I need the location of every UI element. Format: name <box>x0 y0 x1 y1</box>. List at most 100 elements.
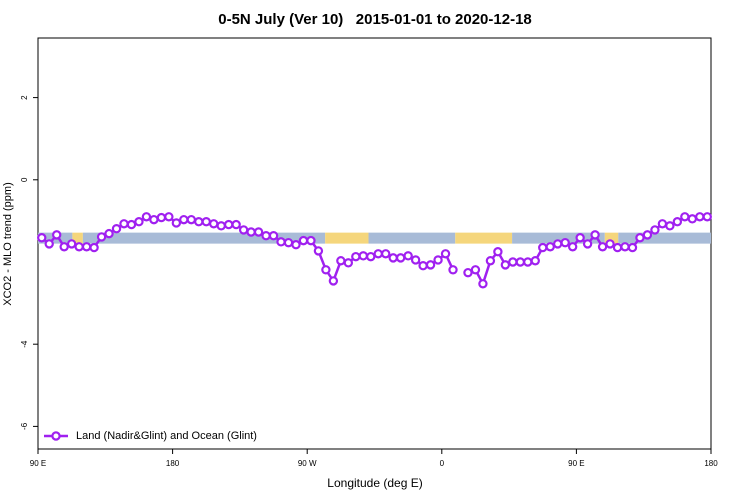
data-point <box>410 255 421 265</box>
data-point <box>253 227 264 237</box>
data-point <box>194 217 204 227</box>
data-point <box>478 279 488 289</box>
data-point <box>171 218 182 228</box>
data-point <box>179 214 189 225</box>
data-point <box>111 224 122 234</box>
data-point <box>388 253 398 263</box>
data-point <box>433 255 443 265</box>
data-point <box>470 265 481 275</box>
data-point <box>373 249 383 259</box>
y-tick-label: -4 <box>20 340 29 348</box>
data-point <box>96 232 107 242</box>
data-point <box>635 233 645 243</box>
data-point <box>605 239 615 249</box>
data-point <box>51 230 62 240</box>
data-point <box>59 242 69 252</box>
series-line <box>40 215 708 287</box>
data-point <box>126 219 137 230</box>
x-tick-label: 90 W <box>298 459 317 468</box>
data-point <box>119 219 129 229</box>
data-point <box>612 242 623 253</box>
data-point <box>560 237 570 248</box>
data-point <box>366 251 376 262</box>
data-point <box>134 217 144 227</box>
data-point <box>642 230 653 240</box>
y-axis-label: XCO2 - MLO trend (ppm) <box>2 182 14 305</box>
data-point <box>358 251 368 261</box>
data-point <box>283 237 294 248</box>
data-point <box>657 219 668 229</box>
data-point <box>268 230 279 241</box>
x-axis-label: Longitude (deg E) <box>327 476 422 490</box>
legend-marker <box>51 431 61 441</box>
data-point <box>37 233 47 243</box>
data-point <box>343 258 354 268</box>
data-point <box>627 242 638 253</box>
data-point <box>231 219 241 230</box>
data-point <box>66 239 77 249</box>
data-point <box>687 214 698 224</box>
data-point <box>695 212 705 222</box>
data-point <box>463 267 473 278</box>
data-point <box>590 230 600 240</box>
data-point <box>216 221 226 231</box>
data-point <box>500 260 511 270</box>
data-point <box>298 235 309 246</box>
chart-title: 0-5N July (Ver 10) 2015-01-01 to 2020-12… <box>218 11 532 28</box>
data-point <box>164 212 174 222</box>
legend-label: Land (Nadir&Glint) and Ocean (Glint) <box>76 430 257 442</box>
data-point <box>672 217 683 227</box>
x-tick-label: 180 <box>166 459 180 468</box>
data-point <box>44 239 54 249</box>
data-point <box>530 256 540 266</box>
data-point <box>508 257 518 267</box>
data-point <box>381 249 391 259</box>
data-point <box>186 214 196 225</box>
y-tick-label: -6 <box>20 422 29 430</box>
data-point <box>141 212 152 222</box>
data-point <box>567 242 578 252</box>
data-point <box>104 228 114 239</box>
data-point <box>261 230 271 241</box>
data-point <box>440 249 451 259</box>
data-point <box>523 257 533 267</box>
data-point <box>246 227 256 237</box>
data-point <box>223 219 234 230</box>
data-point <box>336 256 346 266</box>
data-point <box>328 276 339 286</box>
data-point <box>403 251 413 261</box>
data-point <box>582 239 593 249</box>
data-point <box>485 256 496 266</box>
data-point <box>306 235 316 246</box>
data-point <box>156 212 167 223</box>
data-point <box>81 242 92 252</box>
data-point <box>515 257 526 267</box>
data-point <box>351 251 361 262</box>
y-tick-label: 0 <box>20 177 29 182</box>
x-tick-label: 90 E <box>568 459 584 468</box>
data-point <box>321 265 331 275</box>
data-point <box>538 242 548 253</box>
data-point <box>276 237 286 247</box>
data-point <box>680 212 690 222</box>
x-tick-label: 0 <box>440 459 445 468</box>
data-point <box>291 240 301 250</box>
data-point <box>545 242 555 252</box>
data-point <box>149 214 159 225</box>
data-point <box>493 247 503 257</box>
data-point <box>620 242 630 252</box>
x-tick-label: 180 <box>704 459 718 468</box>
x-tick-label: 90 E <box>30 459 46 468</box>
data-point <box>395 253 406 263</box>
data-point <box>209 219 219 229</box>
data-point <box>702 212 712 222</box>
data-point <box>201 217 211 227</box>
data-point <box>665 221 675 231</box>
data-point <box>313 246 324 256</box>
data-point <box>448 265 458 275</box>
data-point <box>418 260 428 271</box>
data-point <box>238 225 249 235</box>
data-point <box>425 260 436 270</box>
data-point <box>89 242 99 253</box>
